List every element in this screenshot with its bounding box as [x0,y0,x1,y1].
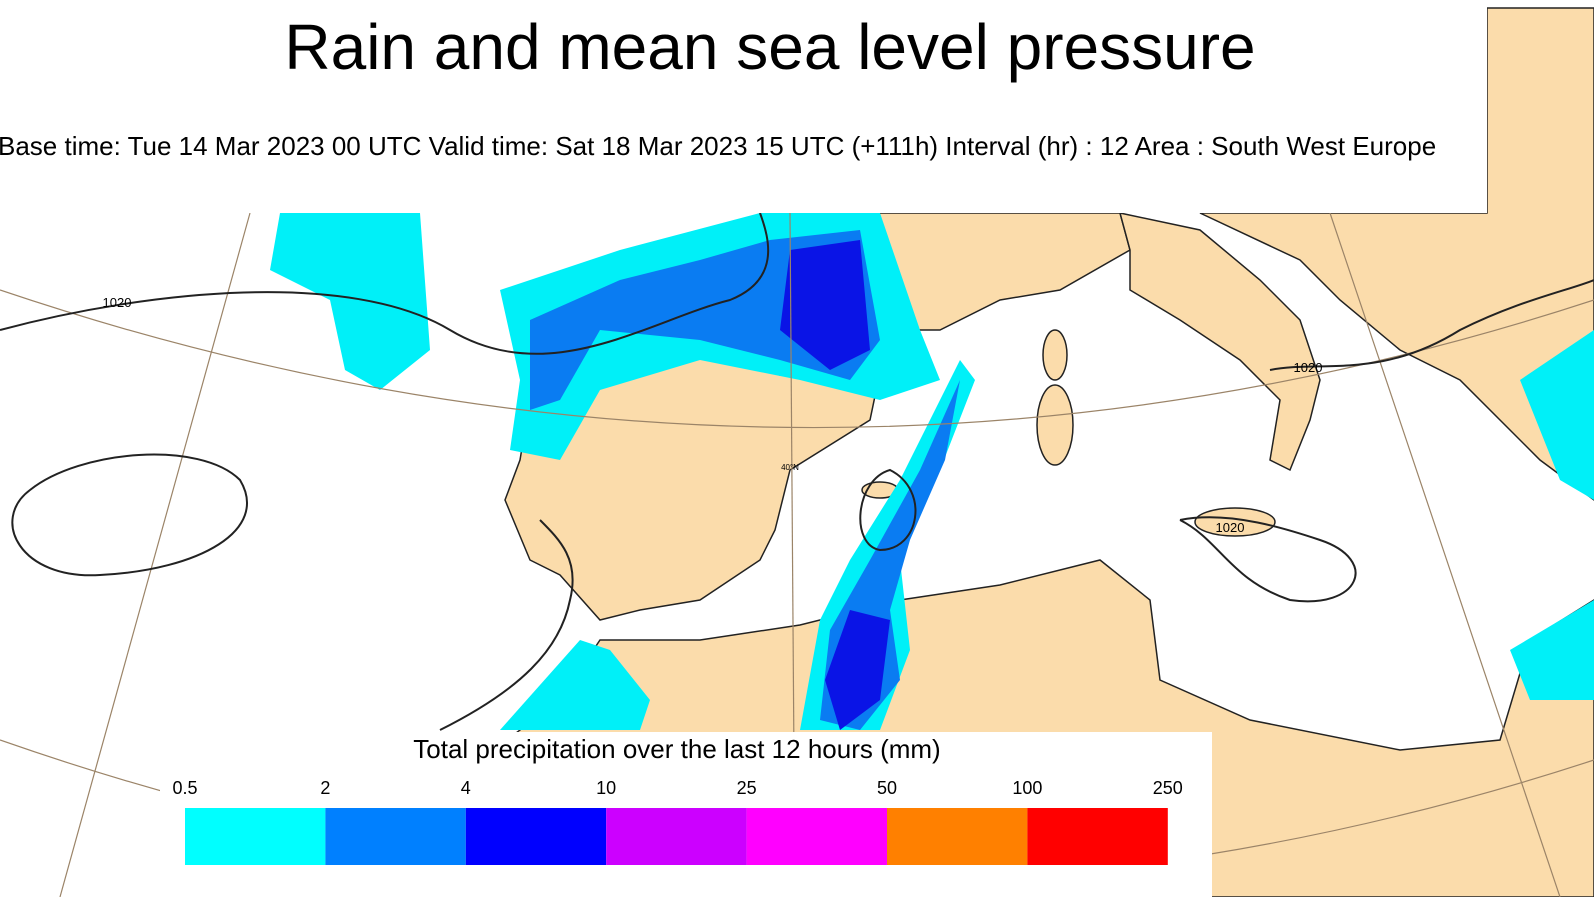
legend-tick-label: 25 [737,778,757,798]
rain-area [1520,330,1594,500]
isobar-label: 1020 [103,295,132,310]
meridian [59,212,251,897]
isobar [11,453,248,577]
legend-tick-label: 2 [320,778,330,798]
rain-area [1510,600,1594,700]
meridian [1329,212,1561,897]
balkans [1199,7,1594,501]
italy [1118,212,1321,472]
rain-area [500,640,650,730]
rain-area [270,213,430,390]
sicily [1194,507,1276,537]
legend-tick-label: 0.5 [172,778,197,798]
legend-tick-label: 4 [461,778,471,798]
sardinia [1036,384,1074,466]
isobar-label: 1020 [1216,520,1245,535]
isobars [0,212,1594,731]
rain-area [780,240,870,370]
subtitle: Base time: Tue 14 Mar 2023 00 UTC Valid … [0,131,1437,161]
legend-title: Total precipitation over the last 12 hou… [413,734,941,764]
title: Rain and mean sea level pressure [284,11,1256,83]
legend-tick-label: 10 [596,778,616,798]
legend-swatch [746,808,887,865]
legend-swatch [887,808,1028,865]
legend: Total precipitation over the last 12 hou… [160,732,1212,897]
isobar [1179,516,1357,603]
legend-tick-label: 50 [877,778,897,798]
legend-swatch [325,808,466,865]
isobar [859,468,917,552]
legend-tick-label: 250 [1153,778,1183,798]
legend-swatch [1027,808,1168,865]
corsica [1042,329,1068,381]
legend-tick-label: 100 [1012,778,1042,798]
parallel [0,289,1594,429]
isobar [0,212,770,355]
isobar [439,519,574,731]
colorbar: 0.5 2 4 10 25 50 100 250 [172,778,1183,865]
rain [270,213,1594,730]
legend-swatch [465,808,607,865]
legend-swatch [606,808,747,865]
rain-area [825,610,890,730]
isobar-label: 1020 [1294,360,1323,375]
graticule [0,212,1594,897]
legend-swatch [185,808,326,865]
header: Rain and mean sea level pressure Base ti… [0,0,1487,213]
latitude-label: 40°N [781,463,799,472]
isobar [1269,279,1594,371]
